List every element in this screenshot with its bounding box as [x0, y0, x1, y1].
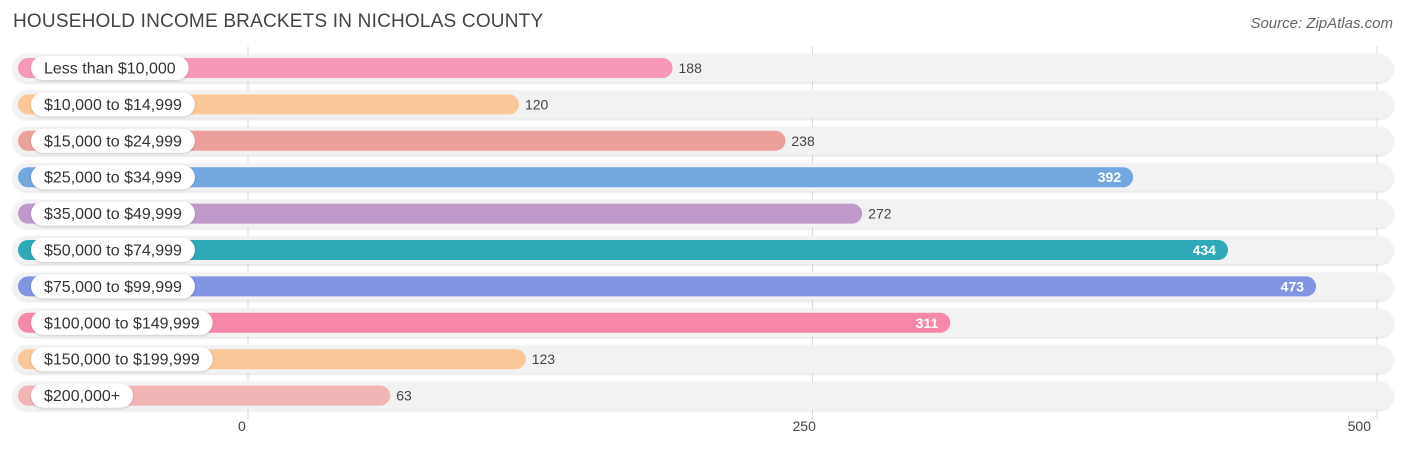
bar-row-35-000-to-49-999: $35,000 to $49,999 272 — [13, 199, 1393, 228]
category-label: $35,000 to $49,999 — [44, 206, 182, 223]
bar-row-10-000-to-14-999: $10,000 to $14,999 120 — [13, 90, 1393, 119]
category-label-pill — [31, 128, 195, 153]
category-label: $15,000 to $24,999 — [44, 133, 182, 150]
category-label: $150,000 to $199,999 — [44, 352, 200, 369]
category-label: Less than $10,000 — [44, 61, 176, 78]
value-label: 188 — [679, 60, 703, 76]
category-label-pill — [31, 347, 213, 372]
bar — [18, 312, 951, 333]
category-label: $75,000 to $99,999 — [44, 279, 182, 296]
value-label: 434 — [1193, 242, 1217, 258]
category-label-pill — [31, 165, 195, 190]
category-label: $25,000 to $34,999 — [44, 170, 182, 187]
category-label: $100,000 to $149,999 — [44, 315, 200, 332]
category-label-pill — [31, 310, 213, 335]
category-label-pill — [31, 201, 195, 226]
x-axis-ticks: 0 250 500 — [238, 418, 1371, 434]
bar — [18, 167, 1134, 188]
value-label: 272 — [868, 206, 892, 222]
chart-title: HOUSEHOLD INCOME BRACKETS IN NICHOLAS CO… — [13, 11, 544, 32]
x-tick-label-250: 250 — [793, 418, 817, 434]
value-label: 238 — [791, 133, 815, 149]
category-label: $10,000 to $14,999 — [44, 97, 182, 114]
bar — [18, 203, 863, 224]
category-label-pill — [31, 238, 195, 262]
category-label-pill — [31, 274, 195, 299]
bar — [18, 240, 1228, 260]
bar-row-75-000-to-99-999: $75,000 to $99,999 473 — [13, 272, 1393, 301]
bar-rows: Less than $10,000 188 $10,000 to $14,999 12… — [13, 54, 1393, 410]
category-label: $200,000+ — [44, 388, 120, 405]
bar-row-150-000-to-199-999: $150,000 to $199,999 123 — [13, 345, 1393, 374]
bar-row-25-000-to-34-999: $25,000 to $34,999 392 — [13, 163, 1393, 192]
bar-row-100-000-to-149-999: $100,000 to $149,999 311 — [13, 308, 1393, 337]
bar — [18, 276, 1317, 297]
bar-row-50-000-to-74-999: $50,000 to $74,999 434 — [13, 236, 1393, 264]
value-label: 120 — [525, 96, 549, 112]
category-label-pill — [31, 56, 189, 80]
category-label: $50,000 to $74,999 — [44, 243, 182, 260]
value-label: 311 — [916, 315, 939, 331]
chart-source: Source: ZipAtlas.com — [1250, 15, 1393, 32]
value-label: 473 — [1281, 278, 1305, 294]
category-label-pill — [31, 383, 134, 408]
bar-row-less-than-10-000: Less than $10,000 188 — [13, 54, 1393, 82]
x-tick-label-0: 0 — [238, 418, 246, 434]
bar-row-200-000: $200,000+ 63 — [13, 381, 1393, 410]
value-label: 123 — [532, 351, 556, 367]
x-tick-label-500: 500 — [1348, 418, 1372, 434]
value-label: 392 — [1098, 169, 1122, 185]
category-label-pill — [31, 92, 195, 117]
bar-row-15-000-to-24-999: $15,000 to $24,999 238 — [13, 126, 1393, 155]
bar — [18, 130, 786, 151]
value-label: 63 — [396, 388, 412, 404]
